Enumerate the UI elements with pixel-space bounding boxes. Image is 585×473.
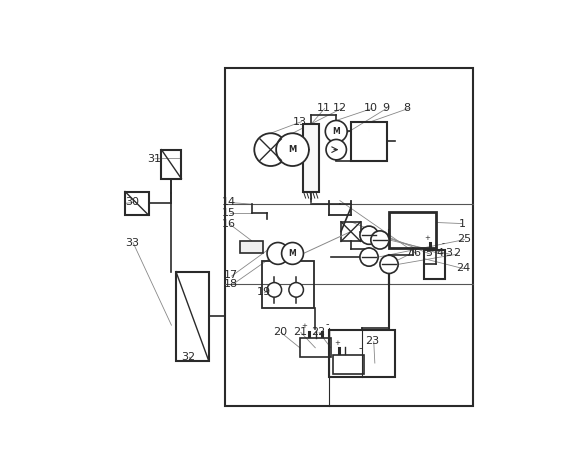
Text: 17: 17 [223,270,238,280]
Text: 9: 9 [382,103,389,113]
Bar [341,222,360,241]
Circle shape [371,231,389,249]
Text: -: - [442,239,445,248]
Circle shape [281,243,304,264]
Bar [225,68,473,406]
Text: 30: 30 [125,197,139,208]
Bar [329,330,394,377]
Text: 24: 24 [456,263,471,273]
Bar [161,149,181,179]
Circle shape [254,133,287,166]
Text: 22: 22 [311,327,325,337]
Circle shape [289,282,304,297]
Circle shape [267,243,289,264]
Text: 18: 18 [223,280,238,289]
Circle shape [380,255,398,273]
Text: 2: 2 [453,248,460,258]
Text: 7: 7 [405,248,412,258]
Bar [176,272,209,361]
Circle shape [360,226,378,245]
Text: 25: 25 [457,234,471,244]
Text: 8: 8 [404,103,411,113]
Text: 32: 32 [182,352,196,362]
Bar [333,355,363,374]
Text: +: + [425,235,431,241]
Text: 1: 1 [459,219,466,229]
Bar [424,250,446,279]
Text: 20: 20 [273,327,287,337]
Bar [240,241,263,254]
Text: 31: 31 [147,154,161,164]
Text: 13: 13 [293,117,307,127]
Circle shape [325,121,347,142]
Text: 6: 6 [413,248,420,258]
Circle shape [276,133,309,166]
Text: 16: 16 [222,219,236,229]
Text: 21: 21 [292,327,307,337]
Bar [125,192,149,215]
Text: M: M [288,145,297,154]
Text: +: + [335,340,340,346]
Bar [261,261,314,308]
Text: 23: 23 [366,336,380,346]
Text: 15: 15 [222,209,236,219]
Text: 3: 3 [446,248,453,258]
Text: 5: 5 [426,248,432,258]
Text: 12: 12 [333,103,347,113]
Bar [351,123,387,160]
Text: 19: 19 [256,287,270,297]
Bar [300,338,331,357]
Circle shape [360,248,378,266]
Circle shape [326,140,346,160]
Text: -: - [358,343,362,353]
Text: -: - [325,319,329,329]
Text: M: M [288,249,297,258]
Text: M: M [332,127,340,136]
Text: 10: 10 [364,103,378,113]
Text: 4: 4 [436,248,443,258]
Bar [304,124,319,192]
Circle shape [267,282,281,297]
Text: 33: 33 [125,237,139,247]
Bar [389,211,436,248]
Text: +: + [302,323,308,329]
Text: 14: 14 [222,197,236,208]
Text: 11: 11 [316,103,331,113]
